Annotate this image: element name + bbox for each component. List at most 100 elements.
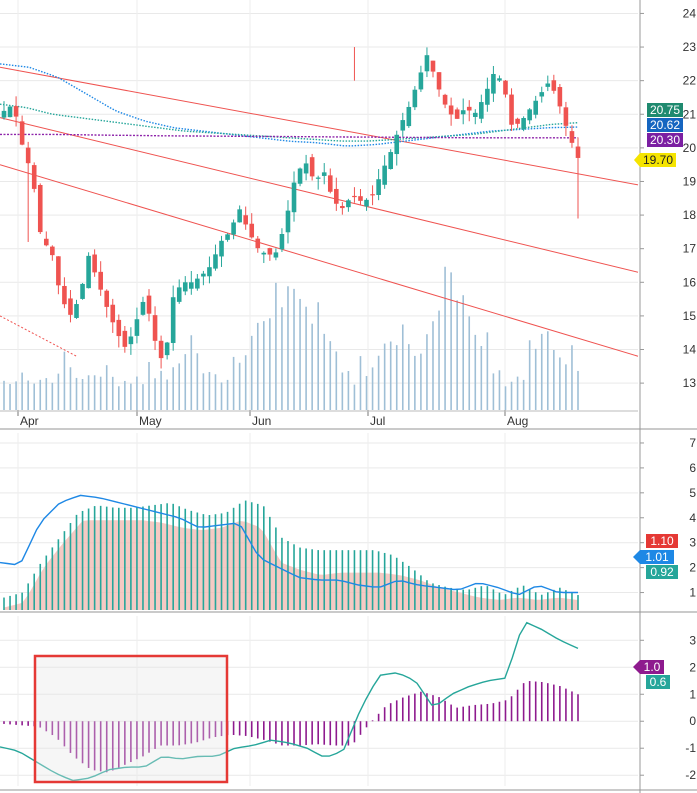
candle-body [569, 131, 575, 143]
ma-green-line [0, 103, 579, 142]
price-label-text: 20.75 [650, 103, 680, 117]
candle-body [521, 118, 526, 130]
indicator-1-value-label: 1.10 [646, 534, 678, 548]
candle-body [31, 165, 37, 189]
value-label-bg [633, 660, 664, 674]
price-label-bg [647, 133, 683, 147]
price-label: 20.62 [647, 118, 683, 132]
y-tick-label: 2 [689, 660, 696, 674]
price-label-bg [647, 103, 683, 117]
candle-body [201, 273, 206, 277]
candle-body [334, 188, 339, 204]
candle-body [400, 120, 406, 131]
candle-body [479, 102, 484, 119]
candle-body [50, 246, 55, 256]
candle-body [442, 94, 448, 105]
y-tick-label: 13 [683, 376, 697, 390]
y-tick-label: 5 [689, 486, 696, 500]
price-label: 19.70 [634, 153, 676, 167]
candle-body [43, 238, 49, 246]
y-tick-label: 22 [683, 74, 697, 88]
candle-body [279, 234, 285, 250]
price-label-text: 20.30 [650, 133, 680, 147]
candle-body [170, 297, 176, 343]
candle-body [237, 209, 242, 223]
y-tick-label: 7 [689, 436, 696, 450]
candle-body [327, 175, 333, 192]
candle-body [436, 72, 442, 90]
y-tick-label: 24 [683, 6, 697, 20]
candle-body [515, 118, 520, 124]
candle-body [430, 60, 436, 72]
indicator-2-line [0, 621, 579, 782]
candle-body [297, 168, 303, 184]
candle-body [176, 287, 182, 302]
moving-averages [0, 63, 579, 147]
value-label-text: 0.6 [650, 675, 667, 689]
candle-body [472, 112, 478, 117]
candle-body [563, 107, 569, 126]
candle-body [291, 182, 297, 213]
y-tick-label: -1 [685, 741, 696, 755]
candle-body [358, 196, 363, 201]
y-tick-label: 15 [683, 309, 697, 323]
candle-body [491, 74, 496, 94]
value-label-bg [646, 565, 678, 579]
candle-body [376, 179, 381, 195]
indicator-1-line [0, 494, 578, 596]
dotted-line [0, 315, 77, 357]
candle-body [7, 106, 13, 118]
candle-body [388, 152, 393, 170]
candle-body [412, 89, 418, 108]
y-tick-label: 3 [689, 633, 696, 647]
value-label-text: 1.0 [644, 660, 661, 674]
candle-body [575, 146, 581, 158]
candle-body [146, 295, 152, 314]
candle-body [92, 254, 97, 273]
price-label: 20.30 [647, 133, 683, 147]
candle-body [539, 92, 545, 97]
indicator-2-value-label: 1.0 [633, 660, 664, 674]
y-tick-label: 3 [689, 536, 696, 550]
y-tick-label: 6 [689, 461, 696, 475]
candle-body [62, 285, 67, 305]
candle-body [219, 240, 224, 257]
candle-body [315, 177, 321, 179]
candle-body [551, 80, 557, 91]
value-label-bg [646, 534, 678, 548]
candle-body [231, 222, 236, 235]
indicator-1: 1.10 1.010.92 [0, 494, 678, 610]
candle-body [164, 342, 170, 356]
candle-body [370, 194, 375, 196]
y-tick-label: 20 [683, 141, 697, 155]
trend-channel [0, 66, 639, 357]
candle-body [533, 100, 539, 115]
y-tick-label: 4 [689, 511, 696, 525]
indicator-1-value-label: 1.01 [633, 550, 674, 564]
candle-body [80, 283, 85, 299]
y-tick-label: 18 [683, 208, 697, 222]
candle-body [182, 282, 188, 292]
candle-body [557, 87, 563, 107]
candle-body [303, 163, 309, 174]
trend-channel-line [0, 66, 639, 186]
candle-body [273, 252, 279, 258]
candle-body [110, 304, 116, 323]
value-label-text: 0.92 [650, 565, 674, 579]
y-tick-label: 21 [683, 107, 697, 121]
candle-body [309, 157, 315, 177]
candle-body [406, 106, 412, 127]
candle-body [454, 109, 460, 119]
candle-body [13, 106, 19, 117]
x-tick-label: May [139, 414, 162, 428]
candle-body [448, 105, 454, 115]
x-axis-labels: Apr May Jun Jul Aug [0, 410, 638, 428]
trend-channel-line [0, 117, 639, 273]
y-tick-label: 16 [683, 275, 697, 289]
ma-blue-line [0, 63, 579, 147]
candle-body [189, 282, 194, 289]
candle-body [503, 80, 508, 95]
candle-body [207, 267, 212, 277]
candle-body [128, 336, 134, 345]
